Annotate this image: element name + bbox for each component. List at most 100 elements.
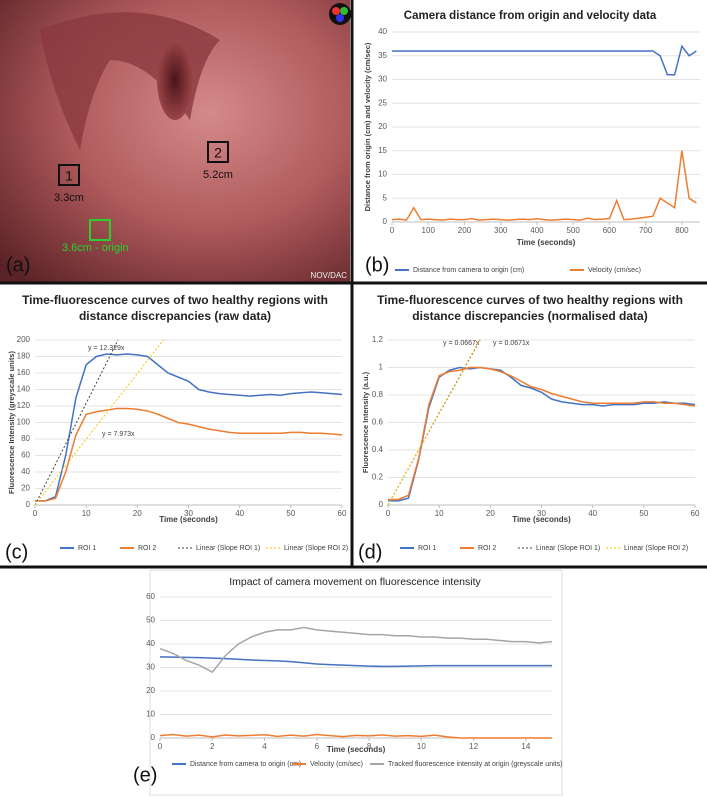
series-line (159, 656, 552, 668)
y-tick-label: 0 (151, 733, 156, 742)
panel-label: (c) (5, 541, 28, 563)
x-tick-label: 600 (603, 226, 617, 235)
legend-label: ROI 2 (478, 545, 496, 552)
legend-label: Linear (Slope ROI 2) (284, 545, 348, 552)
x-tick-label: 200 (458, 226, 472, 235)
legend-label: ROI 2 (138, 545, 156, 552)
x-tick-label: 4 (262, 742, 267, 751)
series-line (388, 366, 696, 502)
legend-label: Tracked fluorescence intensity at origin… (388, 761, 562, 768)
x-tick-label: 30 (537, 509, 546, 518)
roi-box (58, 164, 80, 186)
trendline (34, 339, 164, 506)
logo-dot (336, 14, 344, 22)
x-tick-label: 50 (639, 509, 648, 518)
x-axis-label: Time (seconds) (159, 515, 218, 524)
y-tick-label: 40 (378, 27, 387, 36)
roi-box (207, 141, 229, 163)
x-tick-label: 400 (530, 226, 544, 235)
series-line (35, 353, 343, 502)
panel-label: (d) (358, 541, 382, 563)
legend-label: Linear (Slope ROI 2) (624, 545, 688, 552)
x-tick-label: 40 (235, 509, 244, 518)
x-tick-label: 60 (338, 509, 347, 518)
x-axis-label: Time (seconds) (512, 515, 571, 524)
y-tick-label: 30 (146, 663, 155, 672)
y-tick-label: 140 (17, 385, 31, 394)
series-line (35, 407, 343, 502)
roi-distance: 5.2cm (203, 169, 233, 181)
chart-title: Camera distance from origin and velocity… (403, 10, 657, 22)
y-tick-label: 60 (146, 592, 155, 601)
trendline-label: y = 7.973x (102, 431, 135, 438)
y-axis-label: Fluorescence Intensity (a.u.) (361, 371, 370, 473)
x-tick-label: 8 (367, 742, 372, 751)
y-tick-label: 0.8 (372, 390, 384, 399)
x-tick-label: 2 (210, 742, 215, 751)
x-tick-label: 50 (286, 509, 295, 518)
trendline (387, 339, 480, 506)
x-tick-label: 0 (386, 509, 391, 518)
y-axis-label: Distance from origin (cm) and velocity (… (363, 42, 372, 211)
y-tick-label: 60 (21, 451, 30, 460)
roi-label: 2 (214, 145, 222, 161)
y-tick-label: 35 (378, 51, 387, 60)
x-axis-label: Time (seconds) (327, 745, 386, 754)
y-tick-label: 10 (146, 710, 155, 719)
legend-label: Linear (Slope ROI 1) (536, 545, 600, 552)
x-tick-label: 0 (390, 226, 395, 235)
trendline-label: y = 0.0671x (493, 340, 530, 347)
legend-label: ROI 1 (78, 545, 96, 552)
x-tick-label: 0 (158, 742, 163, 751)
legend-label: Distance from camera to origin (cm) (413, 267, 524, 274)
x-tick-label: 10 (417, 742, 426, 751)
origin-label: 3.6cm - origin (62, 242, 129, 254)
y-tick-label: 0 (379, 500, 384, 509)
series-line (391, 150, 697, 221)
x-tick-label: 100 (422, 226, 436, 235)
y-tick-label: 40 (146, 639, 155, 648)
y-tick-label: 15 (378, 146, 387, 155)
x-tick-label: 300 (494, 226, 508, 235)
y-tick-label: 25 (378, 98, 387, 107)
trendline (34, 339, 119, 506)
y-tick-label: 0.4 (372, 445, 384, 454)
y-tick-label: 120 (17, 401, 31, 410)
roi-label: 1 (65, 168, 73, 184)
logo-dot (332, 7, 340, 15)
y-tick-label: 20 (21, 484, 30, 493)
watermark: NOV/DAC (311, 271, 348, 280)
chart-title: Time-fluorescence curves of two healthy … (377, 293, 683, 323)
x-tick-label: 20 (133, 509, 142, 518)
y-tick-label: 0 (383, 217, 388, 226)
panel-label: (a) (6, 254, 30, 276)
y-tick-label: 50 (146, 616, 155, 625)
trendline-label: y = 0.0667x (443, 340, 480, 347)
x-axis-label: Time (seconds) (517, 238, 576, 247)
panel-frame (149, 569, 563, 796)
x-tick-label: 10 (82, 509, 91, 518)
y-tick-label: 0.2 (372, 473, 384, 482)
roi-distance: 3.3cm (54, 192, 84, 204)
x-tick-label: 14 (521, 742, 530, 751)
y-tick-label: 180 (17, 352, 31, 361)
series-line (392, 44, 697, 76)
y-tick-label: 1 (379, 363, 384, 372)
lumen (157, 40, 193, 120)
panel-label: (b) (365, 254, 389, 276)
chart-title: Impact of camera movement on fluorescenc… (229, 576, 481, 588)
panel-label: (e) (133, 764, 157, 786)
y-tick-label: 100 (17, 418, 31, 427)
x-tick-label: 0 (33, 509, 38, 518)
origin-box (89, 219, 111, 241)
y-tick-label: 40 (21, 467, 30, 476)
legend-label: ROI 1 (418, 545, 436, 552)
x-tick-label: 60 (691, 509, 700, 518)
endoscopy-image: 1 3.3cm 2 5.2cm 3.6cm - origin NOV/DAC (… (0, 0, 351, 282)
series-line (388, 366, 696, 501)
logo-dot (340, 7, 348, 15)
y-tick-label: 20 (378, 122, 387, 131)
x-tick-label: 500 (566, 226, 580, 235)
